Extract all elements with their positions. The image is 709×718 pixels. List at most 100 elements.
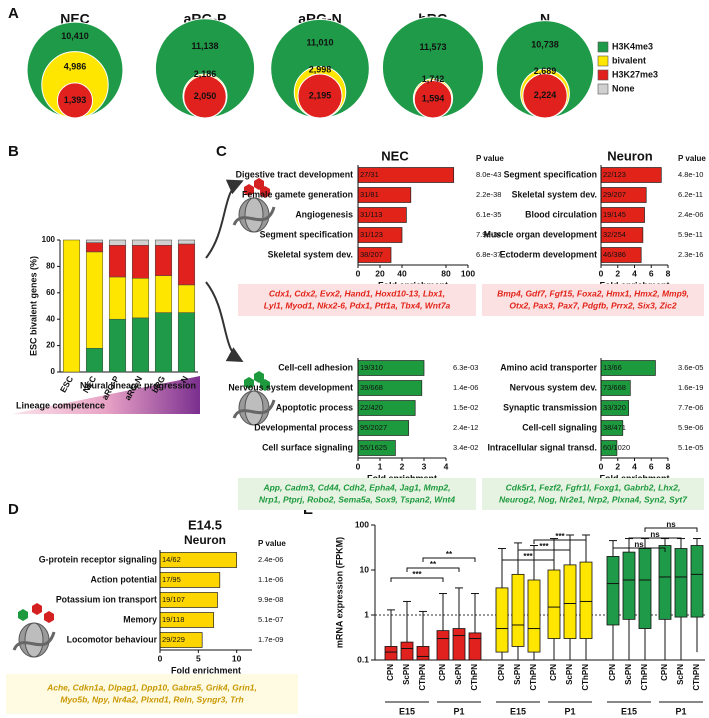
bar-segment <box>108 245 127 278</box>
x-tick-label: 5 <box>196 653 201 663</box>
chart-subtitle: Neuron <box>184 533 226 547</box>
set-count: 11,010 <box>306 37 333 47</box>
box <box>436 630 450 661</box>
set-count: 2,224 <box>534 90 557 100</box>
pvalue: 4.8e-10 <box>678 170 703 179</box>
bar-count: 19/118 <box>162 615 184 624</box>
x-tick-label: 4 <box>632 268 637 278</box>
bar-count: 73/668 <box>603 383 626 392</box>
significance-bracket <box>517 549 571 554</box>
legend-label: H3K4me3 <box>612 41 653 51</box>
pvalue: 2.4e-12 <box>453 423 478 432</box>
pvalue: 1.6e-19 <box>678 383 703 392</box>
box <box>511 573 525 647</box>
bar-segment <box>108 318 127 373</box>
x-tick-label: ScPN <box>402 664 411 685</box>
x-tick-label: 80 <box>441 268 451 278</box>
x-tick-label: 0 <box>356 461 361 471</box>
legend-swatch <box>597 41 609 53</box>
bar-count: 31/113 <box>360 210 382 219</box>
bar-count: 32/254 <box>603 230 626 239</box>
bar-count: 46/386 <box>603 250 626 259</box>
category-label: Segment specification <box>260 229 353 239</box>
bar-segment <box>154 239 173 246</box>
chart-title: E14.5 <box>188 517 222 532</box>
significance-bracket <box>644 527 698 532</box>
set-count: 10,738 <box>531 39 559 49</box>
pvalue: 6.1e-35 <box>476 210 501 219</box>
set-circle <box>413 79 453 119</box>
gene-list: Ache, Cdkn1a, Dlpag1, Dpp10, Gabra5, Gri… <box>46 682 257 692</box>
pvalue: 1.7e-09 <box>258 635 283 644</box>
pvalue: 5.1e-07 <box>258 615 283 624</box>
x-tick-label: ScPN <box>513 664 522 685</box>
legend-label: None <box>612 83 635 93</box>
bar-segment <box>85 242 104 253</box>
x-tick-label: 20 <box>375 268 385 278</box>
x-tick-label: 6 <box>649 268 654 278</box>
y-axis-label: mRNA expression (FPKM) <box>334 537 344 648</box>
bar-count: 13/66 <box>603 363 622 372</box>
set-count: 2,689 <box>534 66 557 76</box>
x-tick-label: N <box>178 374 190 384</box>
x-tick-label: CThPN <box>418 664 427 691</box>
pvalue-header: P value <box>476 154 504 163</box>
set-count: 1,594 <box>422 94 445 104</box>
pvalue: 1.1e-06 <box>258 575 283 584</box>
bar-count: 29/229 <box>162 635 185 644</box>
chart-title: Neuron <box>607 148 653 163</box>
gene-box <box>482 284 704 316</box>
category-label: Ectoderm development <box>500 249 597 259</box>
box <box>452 628 466 661</box>
set-count: 11,138 <box>191 41 218 51</box>
pvalue-header: P value <box>258 539 286 548</box>
x-tick-label: ScPN <box>676 664 685 685</box>
box <box>563 564 577 639</box>
period-label: E15 <box>510 706 526 716</box>
significance-bracket <box>533 539 587 544</box>
bar-count: 22/420 <box>360 403 383 412</box>
nucleosome-icon <box>12 603 56 658</box>
bar-count: 14/62 <box>162 555 181 564</box>
y-tick-label: 10 <box>360 564 370 574</box>
set-count: 2,186 <box>194 69 217 79</box>
y-tick-label: 60 <box>46 288 55 297</box>
chart-title: NEC <box>381 148 409 163</box>
legend-swatch <box>597 55 609 67</box>
bar-count: 31/81 <box>360 190 379 199</box>
pvalue: 3.4e-02 <box>453 443 478 452</box>
category-label: Potassium ion transport <box>56 594 157 604</box>
panel-label: D <box>8 501 19 518</box>
x-tick-label: 4 <box>444 461 449 471</box>
bar-segment <box>131 278 150 319</box>
bar-count: 22/123 <box>603 170 626 179</box>
significance-label: *** <box>539 542 549 551</box>
bar-segment <box>177 239 196 245</box>
pvalue: 6.3e-03 <box>453 363 478 372</box>
x-tick-label: CThPN <box>529 664 538 691</box>
panel-label: C <box>216 143 227 160</box>
set-count: 2,050 <box>194 91 217 101</box>
bar-count: 29/207 <box>603 190 626 199</box>
x-tick-label: 100 <box>461 268 475 278</box>
pvalue: 3.6e-05 <box>678 363 703 372</box>
y-tick-label: 1 <box>364 609 369 619</box>
gene-list: Nrp1, Ptprj, Robo2, Sema5a, Sox9, Tspan2… <box>259 494 455 504</box>
significance-bracket <box>422 557 476 562</box>
pvalue: 9.9e-08 <box>258 595 283 604</box>
category-label: Muscle organ development <box>484 229 597 239</box>
bar-count: 33/320 <box>603 403 626 412</box>
bar-count: 60/1020 <box>603 443 630 452</box>
legend-label: H3K27me3 <box>612 69 658 79</box>
period-label: E15 <box>399 706 415 716</box>
x-tick-label: CPN <box>386 664 395 681</box>
x-axis-label: Fold enrichment <box>171 665 241 675</box>
pvalue: 1.5e-02 <box>453 403 478 412</box>
gene-list: Cdk5r1, Fezf2, Fgfr1l, Foxg1, Gabrb2, Lh… <box>506 482 681 492</box>
panel-label: A <box>8 5 19 22</box>
bar-segment <box>108 239 127 246</box>
x-tick-label: CPN <box>660 664 669 681</box>
bar-segment <box>85 239 104 243</box>
set-circle <box>522 73 568 119</box>
